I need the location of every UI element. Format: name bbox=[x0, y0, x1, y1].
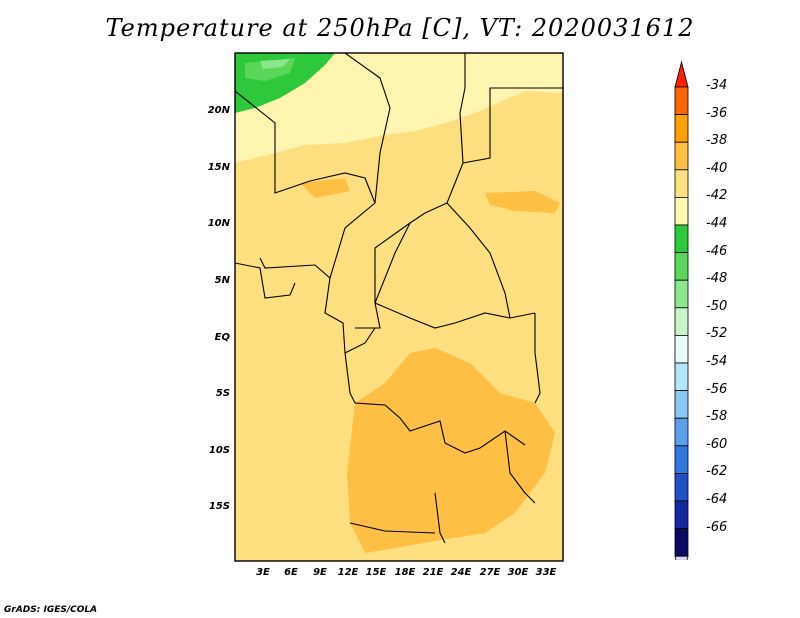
colorbar-box bbox=[674, 86, 689, 116]
map-border bbox=[234, 52, 564, 562]
lat-label-5n: 5N bbox=[214, 275, 230, 286]
colorbar-box bbox=[674, 307, 689, 336]
lon-label-24e: 24E bbox=[450, 567, 472, 578]
colorbar-bottom-triangle bbox=[674, 555, 689, 560]
colorbar-tick-label: -34 bbox=[706, 78, 728, 93]
field-band-42-40 bbox=[235, 53, 563, 163]
colorbar-box bbox=[674, 417, 689, 447]
colorbar-top-triangle bbox=[674, 60, 689, 88]
lon-label-33e: 33E bbox=[535, 567, 557, 578]
lat-label-15n: 15N bbox=[207, 162, 230, 173]
country-borders bbox=[235, 53, 563, 544]
colorbar-tick-label: -58 bbox=[706, 409, 728, 425]
colorbar-tick-label: -52 bbox=[706, 326, 728, 342]
lon-label-15e: 15E bbox=[365, 567, 387, 578]
colorbar-tick-label: -44 bbox=[706, 216, 728, 231]
colorbar bbox=[674, 60, 689, 560]
colorbar-tick-label: -54 bbox=[706, 354, 728, 369]
field-band-38-36 bbox=[347, 348, 555, 553]
colorbar-box bbox=[674, 279, 689, 309]
credit-text: GrADS: IGES/COLA bbox=[4, 605, 98, 615]
colorbar-tick-label: -40 bbox=[706, 160, 728, 176]
lon-label-6e: 6E bbox=[284, 567, 298, 578]
colorbar-tick-label: -64 bbox=[706, 492, 728, 507]
colorbar-tick-label: -62 bbox=[706, 464, 728, 480]
colorbar-tick-label: -38 bbox=[706, 133, 728, 149]
colorbar-tick-label: -50 bbox=[706, 298, 728, 314]
lat-label-15s: 15S bbox=[208, 501, 230, 512]
chart-title: Temperature at 250hPa [C], VT: 202003161… bbox=[105, 14, 695, 42]
lat-label-10n: 10N bbox=[207, 218, 230, 229]
lon-label-9e: 9E bbox=[313, 567, 327, 578]
colorbar-tick-label: -56 bbox=[706, 381, 728, 397]
colorbar-box bbox=[674, 252, 689, 281]
colorbar-tick-label: -48 bbox=[706, 271, 728, 287]
lat-label-5s: 5S bbox=[215, 388, 230, 399]
lon-label-12e: 12E bbox=[337, 567, 359, 578]
colorbar-box bbox=[674, 500, 689, 530]
field-band-38-36c bbox=[300, 178, 350, 198]
colorbar-box bbox=[674, 362, 689, 392]
colorbar-box bbox=[674, 390, 689, 419]
colorbar-box bbox=[674, 528, 689, 557]
lat-label-10s: 10S bbox=[208, 445, 230, 456]
lon-label-30e: 30E bbox=[507, 567, 529, 578]
colorbar-tick-label: -66 bbox=[706, 519, 728, 535]
colorbar-box bbox=[674, 472, 689, 502]
colorbar-box bbox=[674, 169, 689, 198]
field-band-38-36b bbox=[485, 191, 560, 213]
colorbar-box bbox=[674, 224, 689, 254]
lon-label-21e: 21E bbox=[422, 567, 444, 578]
colorbar-box bbox=[674, 334, 689, 364]
lon-label-3e: 3E bbox=[256, 567, 270, 578]
colorbar-box bbox=[674, 114, 689, 143]
colorbar-tick-label: -46 bbox=[706, 243, 728, 259]
lon-label-18e: 18E bbox=[394, 567, 416, 578]
colorbar-box bbox=[674, 196, 689, 226]
field-band-48-46 bbox=[260, 59, 290, 69]
lat-label-eq: EQ bbox=[214, 332, 230, 343]
map-panel bbox=[235, 53, 563, 561]
lat-label-20n: 20N bbox=[207, 105, 230, 116]
colorbar-tick-label: -60 bbox=[706, 436, 728, 452]
colorbar-tick-label: -42 bbox=[706, 188, 728, 204]
colorbar-box bbox=[674, 141, 689, 171]
lon-label-27e: 27E bbox=[479, 567, 501, 578]
colorbar-tick-label: -36 bbox=[706, 105, 728, 121]
colorbar-box bbox=[674, 445, 689, 474]
